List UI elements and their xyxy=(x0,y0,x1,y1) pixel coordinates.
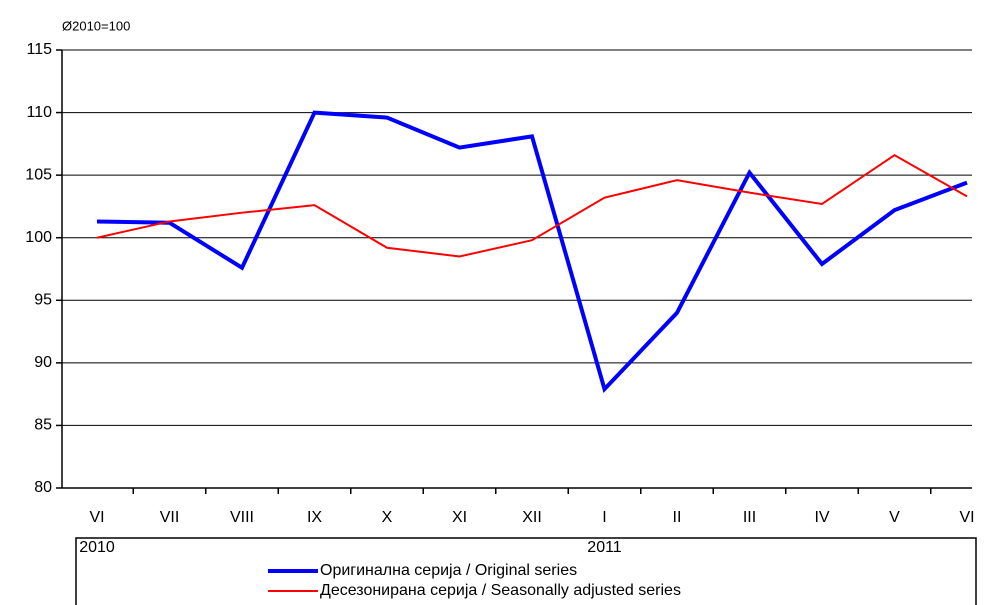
x-tick-label: VIII xyxy=(230,509,254,526)
y-tick-label: 100 xyxy=(25,229,52,246)
x-tick-label: X xyxy=(382,509,393,526)
x-tick-label: VII xyxy=(160,509,180,526)
x-group-label: 2011 xyxy=(587,539,622,556)
x-tick-label: VI xyxy=(89,509,104,526)
x-tick-label: XI xyxy=(452,509,467,526)
y-tick-label: 80 xyxy=(34,479,52,496)
legend-label: Оригинална серија / Original series xyxy=(320,562,577,579)
y-tick-label: 90 xyxy=(34,354,52,371)
y-tick-label: 95 xyxy=(34,292,52,309)
x-tick-label: XII xyxy=(522,509,542,526)
x-tick-label: III xyxy=(743,509,756,526)
x-tick-label: I xyxy=(602,509,606,526)
y-tick-label: 105 xyxy=(25,166,52,183)
y-tick-label: 115 xyxy=(26,41,52,58)
y-tick-label: 85 xyxy=(34,417,52,434)
x-tick-label: V xyxy=(889,509,900,526)
x-tick-label: IX xyxy=(307,509,322,526)
unit-label: Ø2010=100 xyxy=(62,18,130,33)
x-tick-label: VI xyxy=(959,509,974,526)
legend-box xyxy=(75,537,977,605)
legend-label: Десезонирана серија / Seasonally adjuste… xyxy=(320,582,681,599)
series-line xyxy=(96,110,968,394)
x-tick-label: II xyxy=(673,509,682,526)
x-group-label: 2010 xyxy=(79,539,115,556)
y-tick-label: 110 xyxy=(26,104,52,121)
x-tick-label: IV xyxy=(814,509,829,526)
series-line xyxy=(96,153,968,258)
